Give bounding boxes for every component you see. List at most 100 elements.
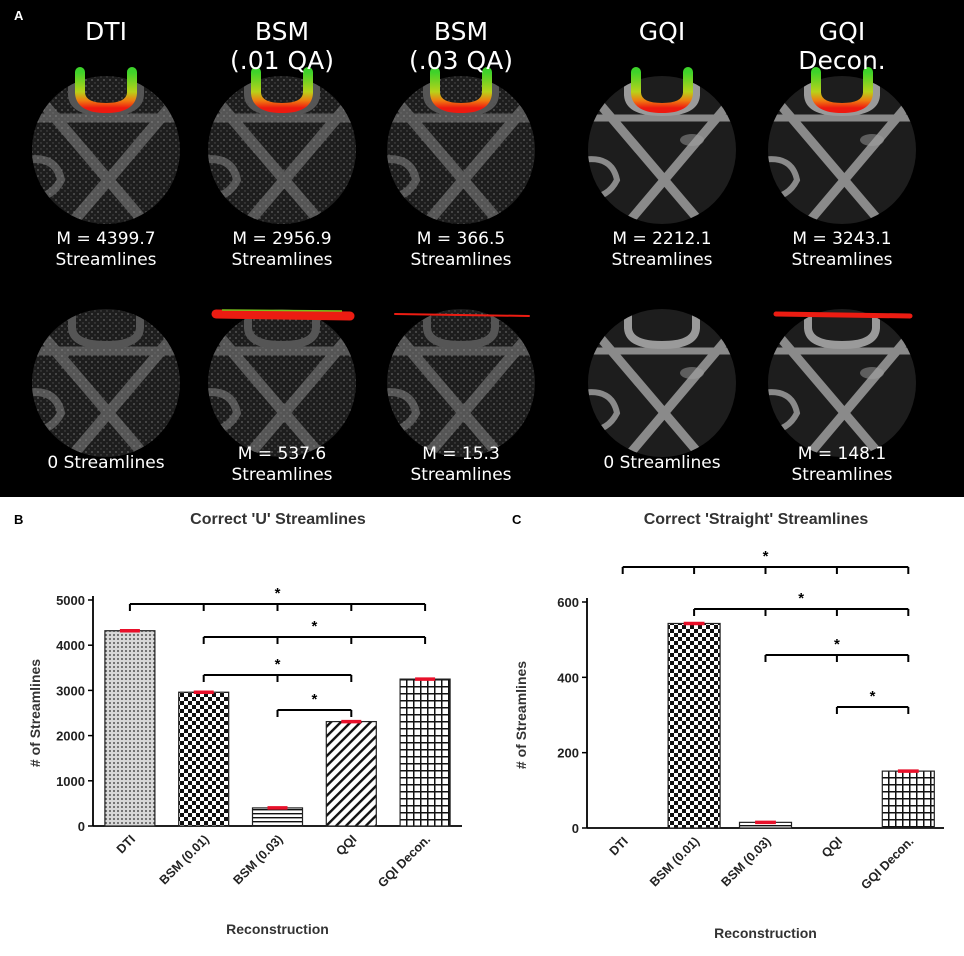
count-line: M = 15.3 [422,444,500,464]
phantom-u-region [423,309,499,350]
bar [667,622,721,829]
x-tick-label: BSM (0.03) [719,834,774,889]
u-streamline-bundle [430,67,492,114]
count-line: M = 3243.1 [792,229,892,249]
phantom-texture [32,309,180,457]
straight-streamline-fringe [221,309,343,312]
count-line: Streamlines [611,250,713,270]
u-streamline-count: M = 2212.1 Streamlines [572,229,752,271]
count-line: M = 537.6 [237,444,327,464]
y-axis-label: # of Streamlines [513,661,529,769]
bar [325,720,377,827]
phantom-highlight [680,134,704,146]
x-tick-label: BSM (0.01) [647,834,702,889]
significance-star: * [311,618,317,635]
phantom-disc [588,67,736,224]
phantom-disc [387,309,535,457]
straight-streamline-bundle [773,311,913,319]
count-line: M = 4399.7 [56,229,156,249]
phantom-highlight [860,367,884,379]
y-tick-label: 5000 [56,593,85,608]
straight-streamline-count: 0 Streamlines [16,453,196,474]
phantom-highlight [860,134,884,146]
bar [251,807,304,827]
x-tick-label: QQI [819,834,845,860]
column-title: BSM (.01 QA) [197,17,367,75]
count-line: Streamlines [55,250,157,270]
phantom-disc [208,309,356,457]
chart-straight-streamlines: C Correct 'Straight' Streamlines 0 200 400 60… [482,497,964,951]
count-line: Streamlines [791,465,893,485]
straight-streamline-count: M = 537.6 Streamlines [192,444,372,486]
chart-title: Correct 'U' Streamlines [190,511,366,528]
y-tick-label: 3000 [56,683,85,698]
significance-star: * [275,656,281,673]
bar [881,770,935,829]
straight-streamline-count: 0 Streamlines [572,453,752,474]
y-tick-label: 1000 [56,774,85,789]
x-tick-label: BSM (0.03) [231,832,286,887]
u-streamline-bundle [251,67,313,114]
phantom-highlight [680,367,704,379]
x-tick-label: DTI [607,834,631,858]
bar [178,691,230,827]
phantom-texture [387,309,535,457]
phantom-disc [387,67,535,224]
x-tick-label: GQI Decon. [858,834,916,892]
straight-streamline-bundle [211,309,355,321]
u-streamline-bundle [631,67,693,114]
phantom-images [32,67,916,457]
count-line: M = 2212.1 [612,229,712,249]
count-line: Streamlines [791,250,893,270]
significance-star: * [798,590,804,607]
x-tick-label: DTI [114,832,138,856]
phantom-texture [208,309,356,457]
phantom-disc [768,67,916,224]
phantom-background [768,76,916,224]
u-streamline-count: M = 366.5 Streamlines [371,229,551,271]
phantom-disc [588,309,736,457]
u-streamline-count: M = 3243.1 Streamlines [752,229,932,271]
y-tick-label: 4000 [56,638,85,653]
phantom-disc [208,67,356,224]
phantom-u-region [244,309,320,350]
count-line: M = 2956.9 [232,229,332,249]
straight-streamline-count: M = 148.1 Streamlines [752,444,932,486]
x-tick-label: GQI Decon. [375,832,433,890]
count-line: Streamlines [231,465,333,485]
significance-star: * [834,636,840,653]
column-title-line: Decon. [798,46,886,75]
count-line: Streamlines [410,250,512,270]
phantom-disc [32,67,180,224]
y-tick-label: 600 [557,595,579,610]
column-title: GQI [577,17,747,46]
phantom-disc [768,309,916,457]
column-title: DTI [21,17,191,46]
phantom-background [588,76,736,224]
phantom-u-region [804,309,880,350]
chart-u-streamlines: B Correct 'U' Streamlines 0 1000 2000 3000 400… [0,497,482,951]
significance-star: * [275,585,281,602]
y-tick-label: 200 [557,746,579,761]
column-title-line: BSM [254,17,310,46]
u-streamline-bundle [811,67,873,114]
count-line: Streamlines [231,250,333,270]
bar [104,630,156,827]
phantom-texture [32,76,180,224]
fiber-bundle [618,97,736,224]
phantom-texture [208,76,356,224]
count-line: 0 Streamlines [47,453,165,473]
column-title-line: BSM [433,17,489,46]
count-line: 0 Streamlines [603,453,721,473]
x-axis-label: Reconstruction [714,925,817,941]
fiber-bundle [618,330,736,457]
phantom-u-region [624,309,700,350]
phantom-disc [32,309,180,457]
straight-streamline-bundle [394,313,530,317]
significance-star: * [311,691,317,708]
y-tick-label: 400 [557,670,579,685]
x-axis-label: Reconstruction [226,921,329,937]
column-title: BSM (.03 QA) [376,17,546,75]
straight-streamline-count: M = 15.3 Streamlines [371,444,551,486]
fiber-bundle [798,97,916,224]
